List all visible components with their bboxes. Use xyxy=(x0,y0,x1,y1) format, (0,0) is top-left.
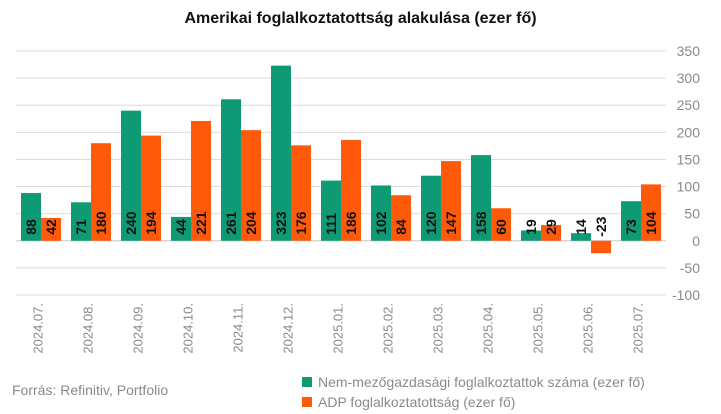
y-tick-label: 50 xyxy=(684,206,700,222)
data-label-nfp: 261 xyxy=(223,211,239,235)
data-label-adp: 147 xyxy=(443,211,459,235)
legend-item-nfp: Nem-mezőgazdasági foglalkoztattok száma … xyxy=(302,372,645,392)
bar-nfp xyxy=(621,201,641,241)
data-label-adp: 42 xyxy=(43,219,59,235)
data-label-nfp: 323 xyxy=(273,211,289,235)
data-label-adp: -23 xyxy=(593,216,609,236)
y-tick-label: -100 xyxy=(672,287,700,303)
x-tick-label: 2025.05. xyxy=(531,303,546,354)
y-tick-label: 250 xyxy=(677,97,701,113)
y-tick-label: 150 xyxy=(677,151,701,167)
legend-label-adp: ADP foglalkoztatottság (ezer fő) xyxy=(318,394,516,410)
data-label-adp: 204 xyxy=(243,211,259,235)
data-label-adp: 104 xyxy=(643,211,659,235)
data-label-nfp: 111 xyxy=(323,213,339,235)
x-tick-label: 2024.07. xyxy=(31,303,46,354)
bar-adp xyxy=(291,145,311,241)
x-tick-label: 2024.08. xyxy=(81,303,96,354)
data-label-nfp: 19 xyxy=(523,219,539,235)
bar-nfp xyxy=(221,99,241,241)
legend-item-adp: ADP foglalkoztatottság (ezer fő) xyxy=(302,392,645,412)
x-tick-label: 2024.09. xyxy=(131,303,146,354)
bar-nfp xyxy=(71,202,91,241)
bars xyxy=(21,65,661,254)
data-label-nfp: 102 xyxy=(373,211,389,235)
legend-swatch-nfp xyxy=(302,377,312,387)
bar-adp xyxy=(641,184,661,241)
data-label-nfp: 120 xyxy=(423,211,439,235)
bar-adp xyxy=(341,139,361,241)
bar-adp xyxy=(91,143,111,241)
data-label-nfp: 240 xyxy=(123,211,139,235)
x-tick-label: 2024.11. xyxy=(231,303,246,353)
bar-nfp xyxy=(521,230,541,241)
data-label-adp: 29 xyxy=(543,219,559,235)
bar-adp xyxy=(191,120,211,241)
bar-nfp xyxy=(371,185,391,241)
y-tick-label: 300 xyxy=(677,70,701,86)
data-label-adp: 176 xyxy=(293,211,309,235)
bar-adp xyxy=(391,195,411,241)
x-tick-label: 2025.06. xyxy=(581,303,596,354)
x-tick-label: 2025.07. xyxy=(631,303,646,354)
bar-adp xyxy=(41,218,61,241)
bar-nfp xyxy=(271,65,291,241)
bar-nfp xyxy=(21,193,41,241)
legend-label-nfp: Nem-mezőgazdasági foglalkoztattok száma … xyxy=(318,374,645,390)
source-text: Forrás: Refinitiv, Portfolio xyxy=(12,382,169,398)
data-label-adp: 221 xyxy=(193,211,209,235)
legend-swatch-adp xyxy=(302,397,312,407)
legend: Nem-mezőgazdasági foglalkoztattok száma … xyxy=(302,372,645,412)
x-tick-label: 2025.03. xyxy=(431,303,446,354)
bar-nfp xyxy=(471,155,491,241)
bar-nfp xyxy=(121,110,141,241)
x-tick-label: 2024.12. xyxy=(281,303,296,354)
x-tick-label: 2025.02. xyxy=(381,303,396,354)
y-tick-label: -50 xyxy=(680,260,700,276)
y-tick-label: 0 xyxy=(692,233,700,249)
data-label-nfp: 158 xyxy=(473,211,489,235)
y-tick-label: 200 xyxy=(677,124,701,140)
data-labels: 88 42 71 180 240 194 44 221 261 204 323 176 111 186 10… xyxy=(23,211,659,237)
y-tick-label: 100 xyxy=(677,179,701,195)
bar-nfp xyxy=(321,180,341,241)
x-tick-label: 2025.04. xyxy=(481,303,496,354)
bar-adp xyxy=(241,130,261,241)
bar-adp xyxy=(591,240,611,254)
data-label-adp: 194 xyxy=(143,211,159,235)
data-label-nfp: 73 xyxy=(623,219,639,235)
data-label-adp: 180 xyxy=(93,211,109,235)
data-label-nfp: 71 xyxy=(73,219,89,235)
chart-title: Amerikai foglalkoztatottság alakulása (e… xyxy=(184,10,537,27)
bar-nfp xyxy=(171,216,191,241)
x-axis-ticks: 2024.07. 2024.08. 2024.09. 2024.10. 2024.11.… xyxy=(31,303,646,354)
data-label-adp: 186 xyxy=(343,211,359,235)
bar-adp xyxy=(541,225,561,241)
data-label-adp: 84 xyxy=(393,219,409,235)
bar-nfp xyxy=(571,233,591,241)
data-label-nfp: 88 xyxy=(23,219,39,235)
x-tick-label: 2025.01. xyxy=(331,303,346,354)
bar-adp xyxy=(441,161,461,241)
data-label-nfp: 14 xyxy=(573,219,589,235)
y-axis-ticks: -100 -50 0 50 100 150 200 250 300 350 xyxy=(672,43,700,303)
x-tick-label: 2024.10. xyxy=(181,303,196,354)
data-label-adp: 60 xyxy=(493,219,509,235)
data-label-nfp: 44 xyxy=(173,219,189,235)
bar-adp xyxy=(141,135,161,241)
bar-adp xyxy=(491,208,511,241)
y-tick-label: 350 xyxy=(677,43,701,59)
bar-nfp xyxy=(421,175,441,241)
